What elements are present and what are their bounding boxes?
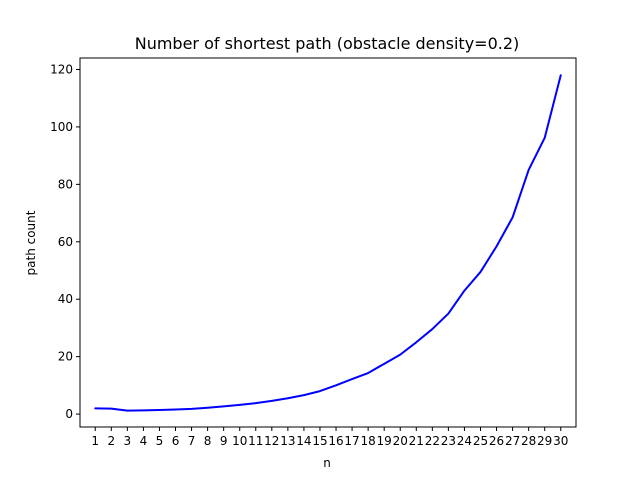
x-tick-label: 5 [156, 434, 164, 448]
x-tick-label: 15 [312, 434, 327, 448]
x-tick-label: 8 [204, 434, 212, 448]
y-tick-label: 0 [65, 407, 73, 421]
x-tick-label: 11 [248, 434, 263, 448]
x-tick-label: 29 [537, 434, 552, 448]
x-tick-label: 17 [344, 434, 359, 448]
x-tick-label: 21 [409, 434, 424, 448]
y-tick-label: 20 [58, 350, 73, 364]
y-tick-label: 120 [50, 62, 73, 76]
x-tick-label: 27 [505, 434, 520, 448]
x-tick-label: 28 [521, 434, 536, 448]
x-tick-label: 30 [553, 434, 568, 448]
x-tick-label: 19 [377, 434, 392, 448]
y-tick-label: 100 [50, 120, 73, 134]
series-line-1 [94, 74, 562, 412]
x-tick-label: 1 [91, 434, 99, 448]
x-tick-label: 14 [296, 434, 311, 448]
y-tick-label: 80 [58, 177, 73, 191]
x-tick-label: 2 [107, 434, 115, 448]
x-tick-label: 25 [473, 434, 488, 448]
x-tick-label: 24 [457, 434, 472, 448]
y-axis-label: path count [24, 210, 38, 275]
x-tick-label: 10 [232, 434, 247, 448]
x-tick-label: 3 [124, 434, 132, 448]
x-tick-label: 18 [360, 434, 375, 448]
x-tick-label: 9 [220, 434, 228, 448]
x-axis-label: n [323, 456, 331, 470]
x-tick-label: 4 [140, 434, 148, 448]
x-tick-label: 12 [264, 434, 279, 448]
x-tick-label: 26 [489, 434, 504, 448]
x-tick-label: 22 [425, 434, 440, 448]
x-tick-label: 13 [280, 434, 295, 448]
x-tick-label: 16 [328, 434, 343, 448]
x-tick-label: 20 [393, 434, 408, 448]
y-tick-label: 60 [58, 235, 73, 249]
y-tick-label: 40 [58, 292, 73, 306]
plot-area: 1 2 3 4 5 6 7 8 9 10 11 12 13 14 15 16 17 18 19 20 21 22 23 24 2… [50, 57, 577, 448]
plot-frame [79, 57, 577, 428]
x-tick-label: 6 [172, 434, 180, 448]
chart-title: Number of shortest path (obstacle densit… [135, 34, 520, 53]
x-tick-label: 23 [441, 434, 456, 448]
x-tick-label: 7 [188, 434, 196, 448]
